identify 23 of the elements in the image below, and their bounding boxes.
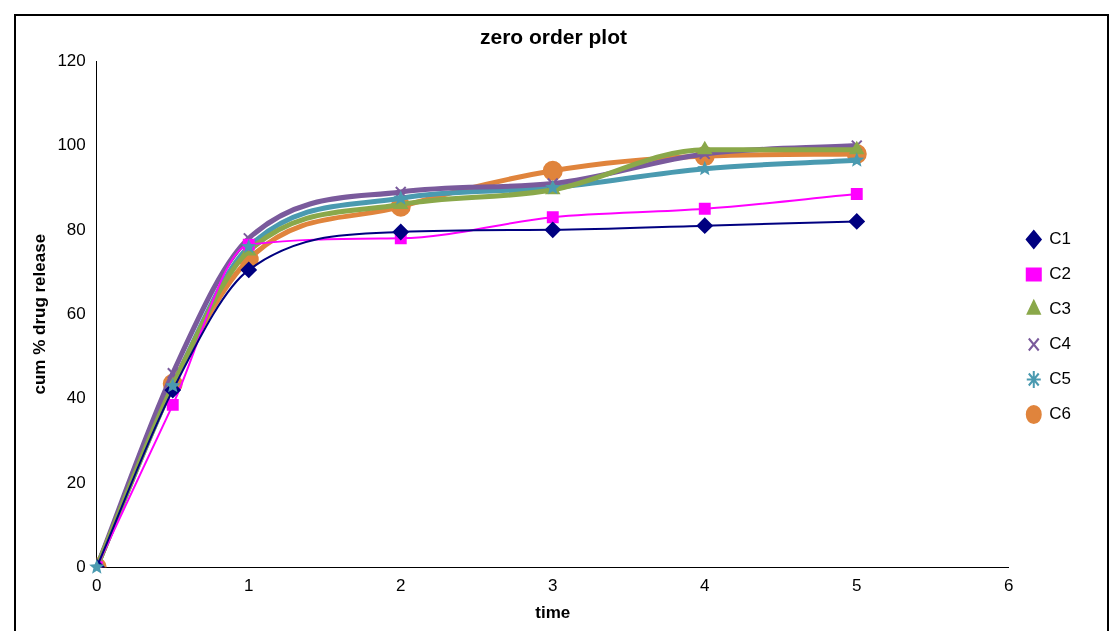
y-axis-title: cum % drug release — [29, 233, 49, 395]
x-tick-label: 4 — [700, 576, 710, 596]
legend-label: C2 — [1049, 264, 1071, 284]
legend-label: C3 — [1049, 299, 1071, 319]
y-tick-label: 0 — [76, 556, 86, 576]
x-tick-label: 6 — [1004, 576, 1014, 596]
x-tick-label: 2 — [396, 576, 406, 596]
y-tick-label: 120 — [57, 50, 86, 70]
y-tick-label: 20 — [66, 472, 86, 492]
y-tick-label: 80 — [66, 219, 86, 239]
x-tick-label: 3 — [548, 576, 558, 596]
legend-label: C4 — [1049, 334, 1071, 354]
x-tick-label: 0 — [92, 576, 102, 596]
x-tick-label: 1 — [244, 576, 254, 596]
x-axis-title: time — [535, 603, 571, 623]
y-tick-label: 40 — [66, 388, 86, 408]
x-tick-label: 5 — [852, 576, 862, 596]
y-tick-label: 100 — [57, 135, 86, 155]
y-tick-label: 60 — [66, 303, 86, 323]
legend-label: C1 — [1049, 229, 1071, 249]
legend-label: C6 — [1049, 404, 1071, 424]
legend-label: C5 — [1049, 369, 1071, 389]
chart-title: zero order plot — [479, 25, 628, 49]
